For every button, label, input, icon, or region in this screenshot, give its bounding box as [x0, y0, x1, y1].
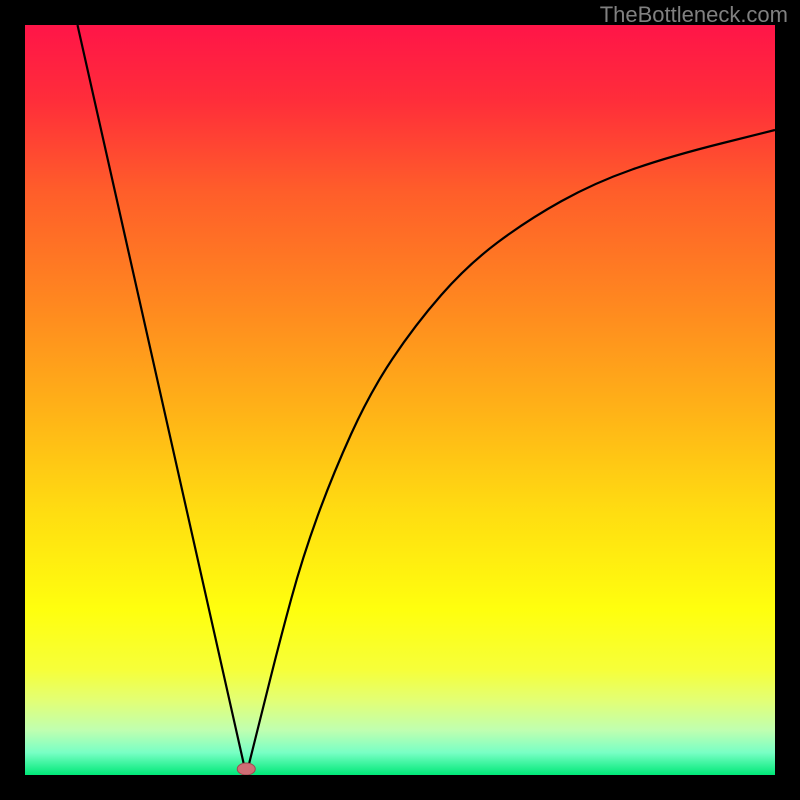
notch-marker	[237, 763, 255, 775]
plot-svg	[0, 0, 800, 800]
plot-gradient-background	[25, 25, 775, 775]
figure-container: TheBottleneck.com	[0, 0, 800, 800]
watermark-text: TheBottleneck.com	[600, 2, 788, 28]
